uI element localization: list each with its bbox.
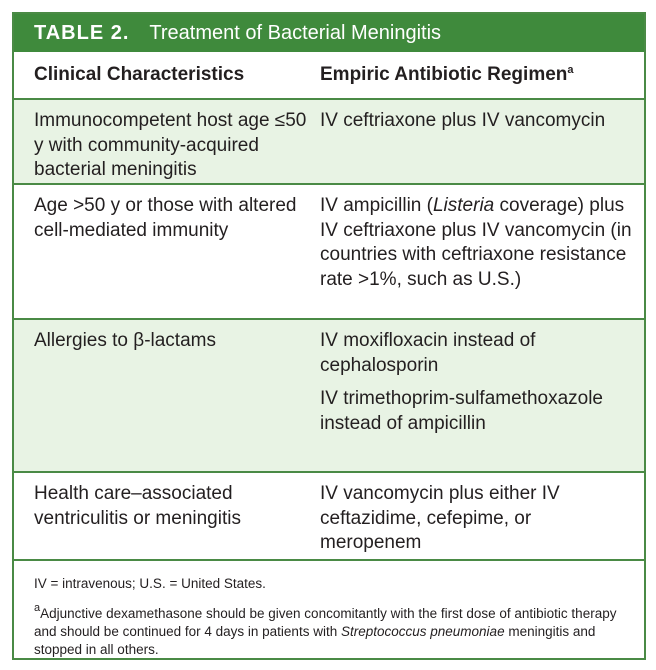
table-row: Health care–associated ventriculitis or … — [14, 473, 644, 561]
header-clinical-characteristics: Clinical Characteristics — [34, 64, 245, 85]
regimen-text: IV ampicillin ( — [320, 195, 433, 216]
abbreviations-note: IV = intravenous; U.S. = United States. — [34, 576, 266, 591]
regimen-text: coverage) plus IV ceftriaxone plus IV va… — [320, 195, 632, 290]
footnote-a-organism: Streptococcus pneumoniae — [340, 624, 505, 639]
characteristic-cell: Health care–associated ventriculitis or … — [34, 483, 241, 529]
regimen-cell: IV ceftriaxone plus IV vancomycin — [320, 110, 606, 131]
characteristic-cell: Allergies to β-lactams — [34, 330, 216, 351]
table-footnotes: IV = intravenous; U.S. = United States. … — [14, 561, 644, 658]
header-empiric-regimen-label: Empiric Antibiotic Regimen — [320, 64, 568, 85]
table-row: Age >50 y or those with altered cell-med… — [14, 185, 644, 320]
table-row: Immunocompetent host age ≤50 y with comm… — [14, 100, 644, 185]
treatment-table: TABLE 2. Treatment of Bacterial Meningit… — [12, 12, 646, 660]
table-title: Treatment of Bacterial Meningitis — [149, 21, 442, 44]
regimen-option: IV moxifloxacin instead of cephalosporin — [320, 330, 536, 376]
footnote-a-text: Adjunctive dexamethasone should be given… — [34, 606, 617, 639]
header-empiric-regimen: Empiric Antibiotic Regimena — [314, 64, 644, 86]
regimen-cell: IV ampicillin (Listeria coverage) plus I… — [314, 185, 644, 318]
table-label: TABLE 2. — [34, 21, 130, 44]
regimen-italic-organism: Listeria — [432, 195, 495, 216]
regimen-cell: IV vancomycin plus either IV ceftazidime… — [320, 483, 560, 553]
footnote-a-marker: a — [34, 602, 41, 614]
characteristic-cell: Immunocompetent host age ≤50 y with comm… — [34, 110, 307, 180]
table-row: Allergies to β-lactams IV moxifloxacin i… — [14, 320, 644, 473]
regimen-option: IV trimethoprim-sulfamethoxazole instead… — [320, 388, 603, 434]
table-header-row: Clinical Characteristics Empiric Antibio… — [14, 52, 644, 100]
regimen-cell: IV moxifloxacin instead of cephalosporin… — [314, 320, 644, 471]
footnote-marker: a — [567, 64, 574, 76]
table-title-bar: TABLE 2. Treatment of Bacterial Meningit… — [14, 14, 644, 52]
footnote-a: aAdjunctive dexamethasone should be give… — [34, 602, 624, 658]
characteristic-cell: Age >50 y or those with altered cell-med… — [34, 195, 297, 241]
footnote-a-end: meningitis and stopped in all others. — [34, 624, 596, 657]
